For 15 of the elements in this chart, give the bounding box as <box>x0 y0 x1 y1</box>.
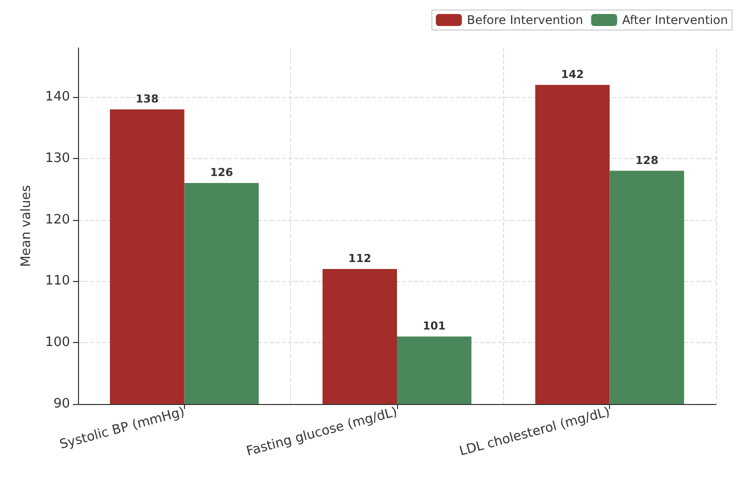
data-label: 112 <box>348 252 372 265</box>
legend-label: After Intervention <box>622 13 728 27</box>
data-label: 126 <box>210 166 234 180</box>
y-tick-label: 140 <box>45 90 70 105</box>
data-label: 138 <box>136 92 159 106</box>
legend-label: Before Intervention <box>466 13 584 27</box>
data-label: 101 <box>422 319 446 332</box>
y-tick-label: 90 <box>53 396 70 412</box>
y-tick-label: 130 <box>45 150 70 166</box>
y-tick-label: 120 <box>45 212 70 228</box>
data-label: 142 <box>560 68 584 81</box>
y-axis-title: Mean values <box>19 184 34 267</box>
y-tick-label: 100 <box>45 335 70 350</box>
y-tick-label: 110 <box>45 274 70 289</box>
data-label: 128 <box>635 154 658 167</box>
